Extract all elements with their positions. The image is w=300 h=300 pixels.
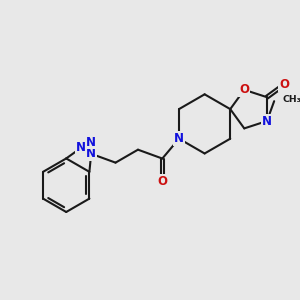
Text: N: N (86, 147, 96, 160)
Text: CH₃: CH₃ (282, 95, 300, 104)
Text: N: N (262, 115, 272, 128)
Text: O: O (157, 175, 167, 188)
Text: N: N (86, 136, 96, 148)
Text: O: O (239, 83, 249, 96)
Text: N: N (174, 132, 184, 145)
Text: N: N (76, 141, 86, 154)
Text: N: N (174, 132, 184, 145)
Text: O: O (279, 78, 289, 91)
